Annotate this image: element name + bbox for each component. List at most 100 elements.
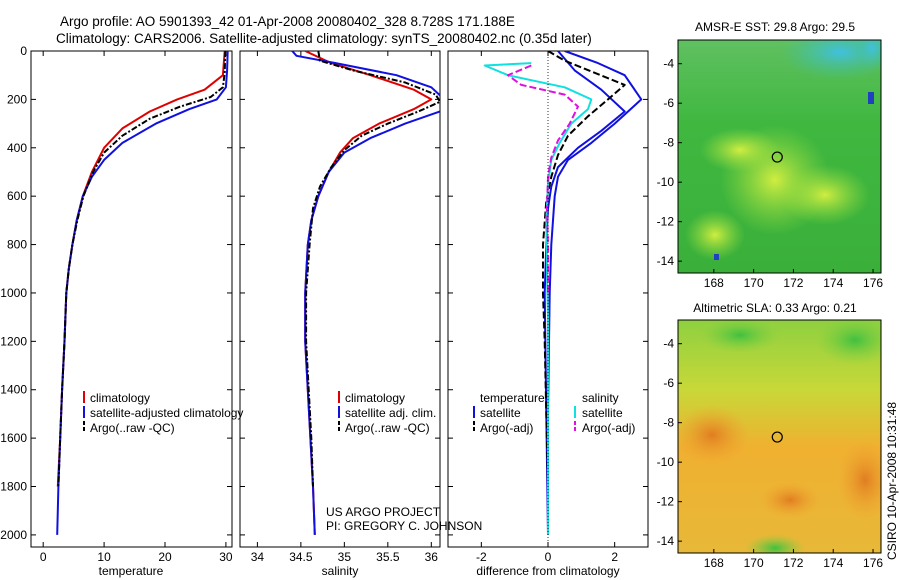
map-x-tick-label: 174 bbox=[823, 276, 843, 290]
pi-credit: PI: GREGORY C. JOHNSON bbox=[326, 519, 482, 533]
sst-land-mask bbox=[868, 92, 874, 104]
x-tick-label: 35 bbox=[338, 550, 352, 564]
argo-float-marker bbox=[771, 151, 783, 163]
x-tick-label: 36 bbox=[425, 550, 439, 564]
sla-high-patch bbox=[760, 482, 820, 518]
series-argo-adj-line bbox=[542, 51, 626, 487]
temperature-legend: climatology satellite-adjusted climatolo… bbox=[83, 391, 243, 435]
argo-position-markers bbox=[771, 151, 783, 443]
legend-heading-salinity: salinity bbox=[582, 391, 619, 405]
sla-map-title: Altimetric SLA: 0.33 Argo: 0.21 bbox=[693, 301, 857, 315]
x-tick-label: 0 bbox=[545, 550, 552, 564]
y-tick-label: 800 bbox=[7, 238, 27, 252]
sla-map bbox=[678, 320, 881, 553]
y-tick-label: 1000 bbox=[0, 286, 27, 300]
x-tick-label: 0 bbox=[40, 550, 47, 564]
salinity-curves bbox=[291, 51, 440, 535]
figure-subtitle: Climatology: CARS2006. Satellite-adjuste… bbox=[56, 31, 592, 46]
series-satellite-adj-clim-line bbox=[291, 51, 440, 535]
sla-map-frame bbox=[677, 319, 882, 554]
x-tick-label: 20 bbox=[158, 550, 172, 564]
sla-low-patch bbox=[700, 320, 780, 353]
series-satellite-line bbox=[547, 51, 643, 535]
map-x-tick-label: 176 bbox=[863, 556, 883, 570]
legend-label-sal-argo: Argo(-adj) bbox=[582, 421, 635, 435]
temperature-axis-label: temperature bbox=[99, 564, 164, 578]
y-tick-label: 400 bbox=[7, 141, 27, 155]
x-tick-label: 34 bbox=[251, 550, 265, 564]
map-y-tick-label: -10 bbox=[657, 175, 675, 189]
x-tick-label: -2 bbox=[476, 550, 487, 564]
y-tick-label: 2000 bbox=[0, 528, 27, 542]
legend-label-temp-argo: Argo(-adj) bbox=[480, 421, 533, 435]
legend-label-argo: Argo(..raw -QC) bbox=[90, 421, 175, 435]
salinity-legend: climatology satellite adj. clim. Argo(..… bbox=[338, 391, 436, 435]
legend-label-satellite: satellite adj. clim. bbox=[345, 406, 436, 420]
sst-map-title: AMSR-E SST: 29.8 Argo: 29.5 bbox=[695, 20, 855, 34]
legend-label-argo: Argo(..raw -QC) bbox=[345, 421, 430, 435]
x-tick-label: 10 bbox=[97, 550, 111, 564]
sla-map-ticks: 168 170 172 174 176 -4 -6 -8 -10 -12 -14 bbox=[657, 337, 884, 570]
sst-warm-patch bbox=[700, 128, 780, 172]
difference-axis-label: difference from climatology bbox=[476, 564, 619, 578]
series-argo-raw-qc-line bbox=[305, 51, 440, 487]
map-y-tick-label: -8 bbox=[663, 416, 674, 430]
sst-map-ticks: 168 170 172 174 176 -4 -6 -8 -10 -12 -14 bbox=[657, 57, 884, 290]
map-x-tick-label: 172 bbox=[783, 556, 803, 570]
sst-warm-patch bbox=[780, 165, 870, 225]
x-tick-label: 35.5 bbox=[376, 550, 400, 564]
y-tick-label: 1600 bbox=[0, 431, 27, 445]
map-y-tick-label: -4 bbox=[663, 57, 674, 71]
map-y-tick-label: -6 bbox=[663, 376, 674, 390]
sst-map bbox=[678, 40, 881, 273]
series-argo-adj-line bbox=[507, 64, 579, 293]
axis-ticks: 0 10 20 30020040060080010001200140016001800… bbox=[0, 44, 648, 564]
legend-label-satellite: satellite-adjusted climatology bbox=[90, 406, 243, 420]
sla-low-patch bbox=[815, 320, 881, 365]
difference-legend: temperature satellite Argo(-adj) salinit… bbox=[473, 391, 635, 435]
salinity-plot-frame bbox=[239, 50, 441, 548]
timestamp: CSIRO 10-Apr-2008 10:31:48 bbox=[885, 402, 899, 560]
legend-label-sal-satellite: satellite bbox=[582, 406, 623, 420]
y-tick-label: 1200 bbox=[0, 334, 27, 348]
y-tick-label: 600 bbox=[7, 189, 27, 203]
legend-label-climatology: climatology bbox=[345, 391, 405, 405]
salinity-axis-label: salinity bbox=[322, 564, 359, 578]
map-y-tick-label: -14 bbox=[657, 254, 675, 268]
sla-high-patch bbox=[678, 405, 750, 465]
map-x-tick-label: 168 bbox=[704, 556, 724, 570]
map-x-tick-label: 170 bbox=[744, 556, 764, 570]
map-y-tick-label: -6 bbox=[663, 96, 674, 110]
series-satellite-line bbox=[543, 51, 626, 535]
temperature-plot-frame bbox=[30, 50, 233, 548]
map-x-tick-label: 174 bbox=[823, 556, 843, 570]
x-tick-label: 30 bbox=[219, 550, 233, 564]
x-tick-label: 2 bbox=[611, 550, 618, 564]
map-y-tick-label: -4 bbox=[663, 337, 674, 351]
map-x-tick-label: 170 bbox=[744, 276, 764, 290]
x-tick-label: 34.5 bbox=[289, 550, 313, 564]
series-argo-raw-qc-line bbox=[57, 51, 227, 487]
sst-warm-patch bbox=[685, 210, 745, 260]
map-y-tick-label: -8 bbox=[663, 136, 674, 150]
project-credit: US ARGO PROJECT bbox=[326, 505, 441, 519]
y-tick-label: 0 bbox=[20, 44, 27, 58]
y-tick-label: 200 bbox=[7, 92, 27, 106]
sla-high-patch bbox=[837, 440, 881, 520]
difference-curves bbox=[483, 51, 643, 535]
map-x-tick-label: 176 bbox=[863, 276, 883, 290]
y-tick-label: 1800 bbox=[0, 480, 27, 494]
legend-label-climatology: climatology bbox=[90, 391, 150, 405]
legend-label-temp-satellite: satellite bbox=[480, 406, 521, 420]
y-tick-label: 1400 bbox=[0, 383, 27, 397]
map-y-tick-label: -12 bbox=[657, 215, 675, 229]
series-satellite-line bbox=[483, 62, 593, 535]
argo-float-marker bbox=[771, 431, 783, 443]
temperature-curves bbox=[56, 51, 229, 535]
sst-land-mask bbox=[714, 254, 719, 260]
sst-cool-patch bbox=[854, 40, 881, 70]
map-y-tick-label: -10 bbox=[657, 455, 675, 469]
map-y-tick-label: -14 bbox=[657, 534, 675, 548]
figure-title: Argo profile: AO 5901393_42 01-Apr-2008 … bbox=[60, 14, 515, 29]
